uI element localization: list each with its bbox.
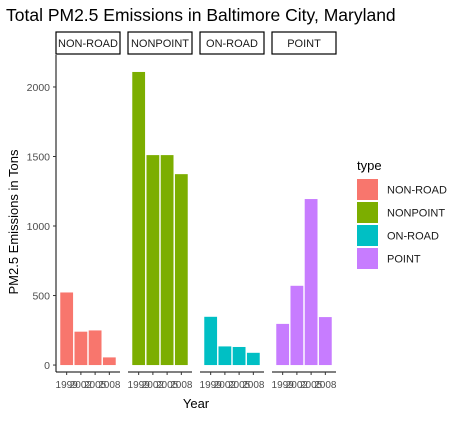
x-tick-label: 2008 (242, 380, 265, 391)
y-axis: 0 500 1000 1500 2000 (27, 55, 57, 372)
bar (60, 292, 74, 366)
x-tick-label: 2005 (156, 380, 179, 391)
bar (246, 352, 260, 366)
x-tick-label: 1999 (272, 380, 295, 391)
bar (174, 174, 188, 366)
bar (318, 317, 332, 366)
x-tick-label: 2002 (142, 380, 165, 391)
facet-strip (127, 31, 193, 55)
bar (304, 199, 318, 366)
x-tick-label: 1999 (128, 380, 151, 391)
legend: type NON-ROAD NONPOINT ON-ROAD POINT (357, 158, 447, 269)
legend-label: POINT (387, 254, 421, 266)
x-tick-label: 2008 (170, 380, 193, 391)
bar (74, 331, 88, 366)
facet-strip (199, 31, 265, 55)
legend-swatch (357, 179, 378, 200)
bar (132, 71, 146, 366)
x-tick-label: 2002 (286, 380, 309, 391)
facet-strip-label: ON-ROAD (206, 38, 258, 50)
bar (160, 155, 174, 366)
x-axis-label: Year (183, 396, 210, 411)
legend-title: type (357, 158, 382, 173)
x-tick-label: 2005 (84, 380, 107, 391)
facet-strip-label: NON-ROAD (58, 38, 118, 50)
x-tick-label: 2008 (314, 380, 337, 391)
legend-label: NON-ROAD (387, 185, 447, 197)
bar (146, 155, 160, 366)
bar (88, 330, 102, 366)
x-tick-label: 2002 (70, 380, 93, 391)
x-tick-label: 2005 (300, 380, 323, 391)
bar (232, 346, 246, 366)
y-tick-label: 2000 (27, 82, 51, 94)
y-axis-label: PM2.5 Emissions in Tons (6, 149, 21, 294)
x-tick-label: 2002 (214, 380, 237, 391)
legend-label: ON-ROAD (387, 231, 439, 243)
legend-label: NONPOINT (387, 208, 445, 220)
facet-strip (271, 31, 337, 55)
bar (290, 285, 304, 366)
bar (276, 323, 290, 366)
x-tick-label: 1999 (200, 380, 223, 391)
bar (218, 346, 232, 366)
y-tick-label: 1500 (27, 151, 51, 163)
legend-swatch (357, 225, 378, 246)
y-tick-label: 1000 (27, 221, 51, 233)
x-tick-label: 1999 (56, 380, 79, 391)
facet-strip (55, 31, 121, 55)
legend-swatch (357, 248, 378, 269)
bar (204, 316, 218, 366)
facet-strip-label: NONPOINT (131, 38, 189, 50)
facet-strip-label: POINT (287, 38, 321, 50)
chart-title: Total PM2.5 Emissions in Baltimore City,… (6, 5, 396, 25)
y-tick-label: 500 (32, 291, 50, 303)
x-tick-label: 2008 (98, 380, 121, 391)
facet-panels: NON-ROAD1999200220052008NONPOINT19992002… (55, 31, 337, 391)
bar (102, 357, 116, 366)
legend-swatch (357, 202, 378, 223)
x-tick-label: 2005 (228, 380, 251, 391)
y-tick-label: 0 (44, 360, 50, 372)
